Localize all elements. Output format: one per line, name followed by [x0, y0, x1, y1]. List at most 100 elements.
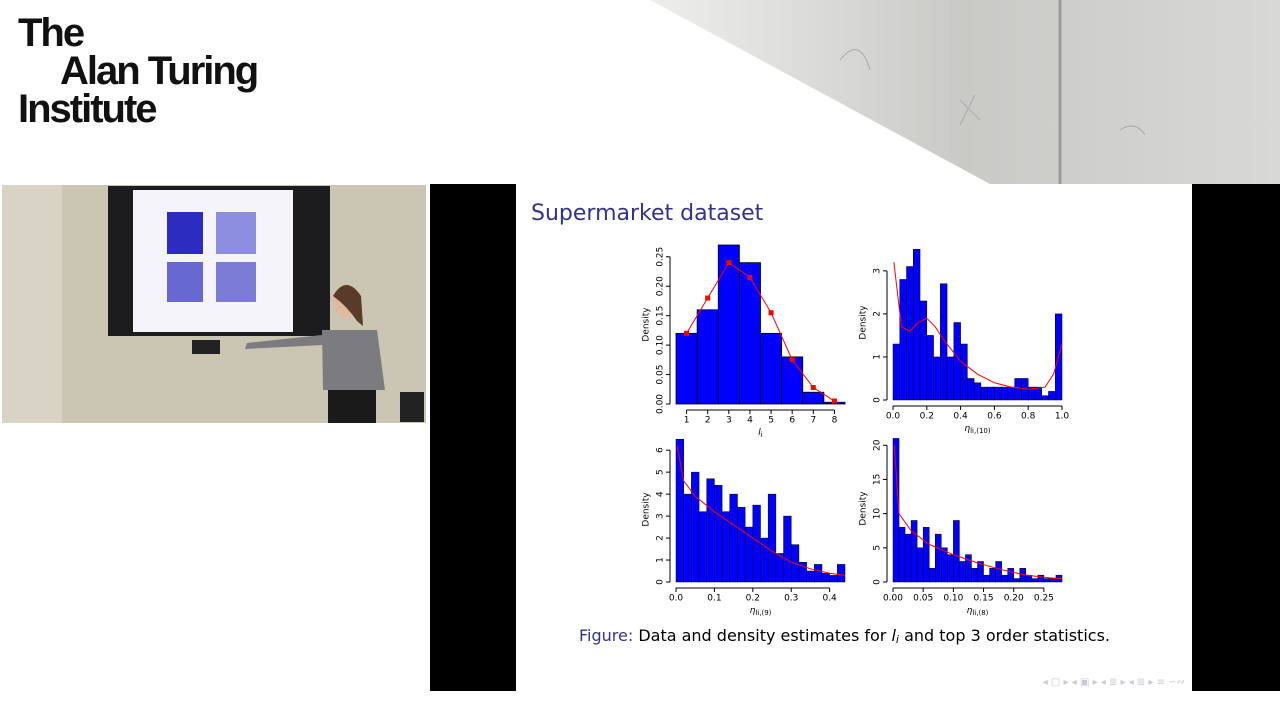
camera [192, 340, 220, 354]
y-tick-label: 0.10 [656, 335, 666, 355]
histogram-bar [821, 572, 830, 583]
histogram-bar [714, 485, 723, 583]
x-axis-label: ηli,(9) [750, 606, 772, 618]
histogram-bar [691, 471, 700, 583]
histogram-bar [935, 533, 942, 583]
x-tick-label: 1.0 [1055, 412, 1070, 422]
y-tick-label: 0 [873, 579, 883, 585]
histogram-bar [1014, 378, 1022, 401]
slide [516, 184, 1192, 691]
y-tick-label: 2 [656, 535, 666, 541]
histogram-bar [1031, 578, 1039, 583]
histogram-bar [898, 527, 906, 583]
x-axis-label: li [758, 428, 763, 440]
histogram-bar [989, 568, 996, 583]
histogram-bar [806, 570, 815, 583]
slide-caption: Figure: Data and density estimates for l… [579, 626, 1110, 649]
y-tick-label: 0 [873, 397, 883, 403]
histogram-bar [752, 504, 761, 583]
y-tick-label: 6 [656, 447, 666, 453]
x-axis-label-text: η [750, 606, 756, 616]
x-tick-label: 5 [768, 416, 774, 426]
bar [738, 262, 761, 405]
x-tick-label: 0.6 [987, 412, 1002, 422]
histogram-bar [767, 493, 777, 583]
y-tick-label: 0.15 [656, 306, 666, 326]
histogram-bar [814, 564, 823, 583]
x-axis-label-sub: li,(9) [755, 609, 771, 617]
histogram-bar [892, 343, 901, 401]
bar [696, 309, 719, 405]
histogram-bar [1048, 391, 1056, 401]
histogram-bar [953, 520, 960, 583]
bar [717, 244, 740, 405]
density-point [789, 357, 795, 363]
x-tick-label: 0.1 [707, 594, 721, 604]
density-point [684, 330, 690, 336]
x-axis-label-sub: li,(8) [972, 609, 988, 617]
x-axis-label-sub: i [761, 431, 763, 439]
x-tick-label: 0.0 [886, 412, 901, 422]
caption-label: Figure: [579, 626, 633, 645]
bar [781, 356, 804, 405]
histogram-bar [698, 511, 707, 583]
histogram-bar [1041, 395, 1049, 401]
background-photo [650, 0, 1280, 184]
density-point [726, 260, 732, 266]
y-tick-label: 0 [656, 579, 666, 585]
x-tick-label: 0.10 [943, 594, 963, 604]
presenter-legs [328, 390, 376, 423]
density-point [768, 310, 774, 316]
y-tick-label: 5 [873, 545, 883, 551]
presenter-body [322, 330, 385, 390]
y-tick-label: 3 [873, 268, 883, 274]
histogram-bar [683, 493, 692, 583]
caption-text: Data and density estimates for [638, 626, 886, 645]
x-tick-label: 0.2 [920, 412, 934, 422]
y-tick-label: 1 [873, 354, 883, 360]
y-tick-label: 4 [656, 491, 666, 497]
logo-line: Alan Turing [60, 49, 259, 93]
histogram-bar [977, 561, 984, 583]
x-tick-label: 0.0 [669, 594, 684, 604]
x-tick-label: 8 [832, 416, 838, 426]
density-point [747, 274, 753, 280]
histogram-bar [1049, 578, 1057, 583]
histogram-bar [1001, 574, 1008, 583]
x-tick-label: 0.4 [953, 412, 968, 422]
slide-navigation[interactable]: ◂ ▢ ▸ ◂ ▣ ▸ ◂ ≣ ▸ ◂ ≣ ▸ ≡ ∽∾ [1043, 677, 1185, 688]
y-tick-label: 0.00 [656, 394, 666, 414]
x-axis-label: ηli,(10) [964, 424, 990, 436]
histogram-bar [922, 527, 930, 583]
y-axis-label: Density [859, 491, 869, 526]
histogram-bar [959, 561, 966, 583]
histogram-bar [940, 283, 948, 401]
caption-var-sub: i [896, 633, 899, 646]
histogram-bar [987, 386, 995, 401]
histogram-bar [837, 564, 846, 583]
y-tick-label: 2 [873, 311, 883, 317]
x-tick-label: 0.3 [784, 594, 798, 604]
y-tick-label: 0.20 [656, 276, 666, 296]
x-tick-label: 0.2 [746, 594, 760, 604]
x-tick-label: 2 [705, 416, 711, 426]
logo: The Alan Turing Institute [18, 13, 259, 131]
histogram-bar [953, 322, 961, 401]
bar [675, 332, 698, 405]
histogram-bar [1043, 578, 1051, 583]
density-line [893, 445, 1063, 580]
x-tick-label: 4 [747, 416, 753, 426]
histogram-bar [926, 335, 934, 401]
x-tick-label: 0.8 [1021, 412, 1036, 422]
logo-line: Institute [18, 87, 158, 131]
histogram-bar [919, 300, 928, 401]
x-tick-label: 0.4 [822, 594, 837, 604]
histogram-bar [829, 575, 838, 583]
wall [2, 185, 62, 423]
histogram-bar [928, 568, 936, 583]
histogram-bar [899, 279, 907, 401]
density-point [705, 295, 711, 301]
x-tick-label: 1 [684, 416, 690, 426]
